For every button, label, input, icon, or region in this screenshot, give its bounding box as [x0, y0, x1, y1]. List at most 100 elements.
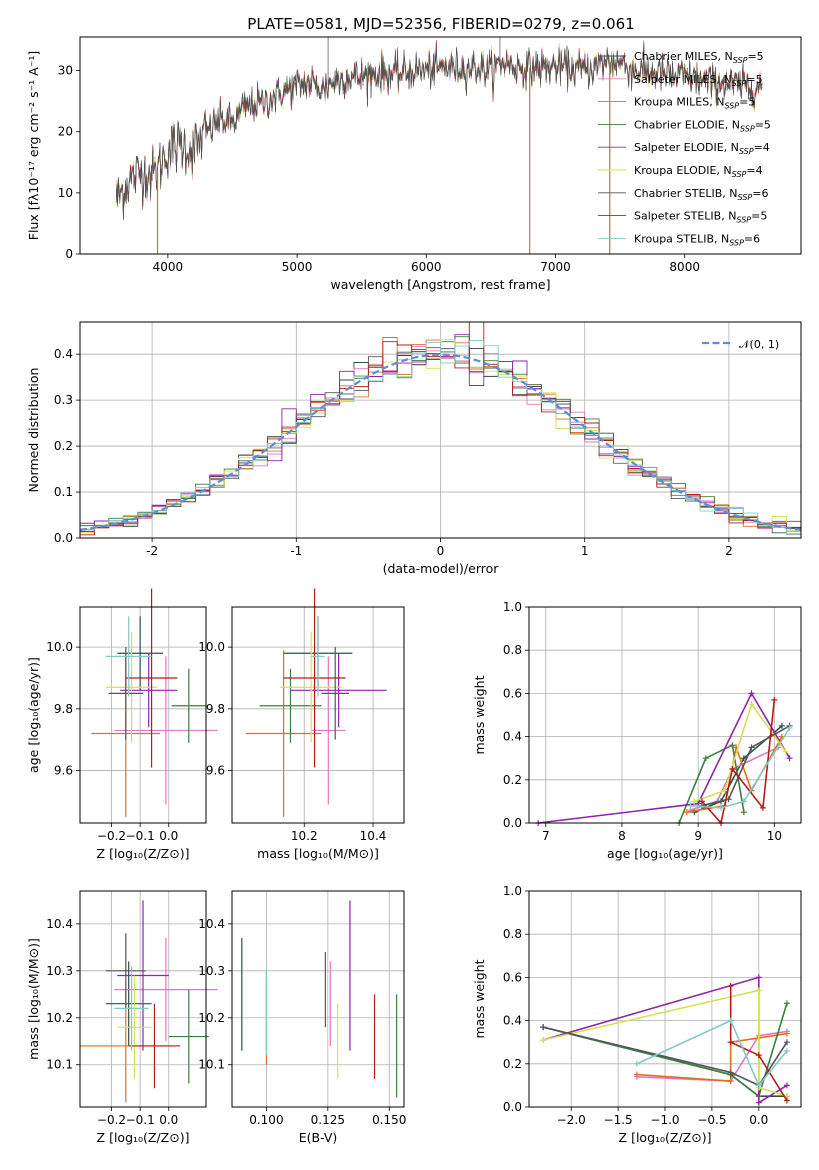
x-tick-label: -2: [146, 544, 158, 558]
weight-marker: [718, 804, 724, 811]
weight-marker: [540, 1024, 547, 1031]
weight-marker: [729, 742, 736, 749]
y-axis-label: mass weight: [472, 675, 487, 754]
weight-marker: [755, 987, 762, 994]
x-tick-label: 0.0: [159, 1113, 178, 1127]
panel-residuals: -2 -1 0 1 2 0.0 0.1 0.2 0.3 0.4 (data-model)/error…: [26, 321, 802, 576]
x-tick-label: −0.5: [697, 1113, 726, 1127]
y-tick-label: 10.2: [46, 1011, 73, 1025]
histograms: [80, 322, 801, 536]
weight-marker: [702, 755, 709, 762]
data-point: [114, 656, 218, 805]
y-tick-label: 0.1: [54, 485, 73, 499]
data-point: [311, 656, 346, 805]
data-point: [280, 631, 343, 743]
y-tick-label: 0.2: [54, 439, 73, 453]
x-tick-label: −1.0: [650, 1113, 679, 1127]
weight-marker: [740, 798, 747, 805]
legend-label: Chabrier STELIB, NSSP=6: [634, 187, 768, 202]
y-tick-label: 0.2: [503, 773, 522, 787]
x-axis-label: Z [log₁₀(Z/Z⊙)]: [619, 1130, 712, 1145]
spectrum-line: [115, 44, 763, 221]
legend: Chabrier MILES, NSSP=5 Salpeter MILES, NS…: [598, 50, 771, 247]
y-tick-label: 10.0: [46, 640, 73, 654]
weight-series-line: [636, 1019, 788, 1087]
data-point: [125, 588, 178, 768]
x-axis-label: (data-model)/error: [383, 561, 500, 576]
x-tick-label: 6000: [411, 260, 442, 274]
x-tick-label: 0: [437, 544, 445, 558]
data-point: [168, 989, 209, 1084]
weight-marker: [755, 1082, 762, 1089]
y-tick-label: 9.6: [54, 764, 73, 778]
data-point: [117, 900, 169, 1051]
axes-frame: [231, 606, 405, 824]
x-tick-label: 8: [618, 829, 626, 843]
spectrum-lines: [115, 37, 763, 254]
panel-z-mass: −0.2 −0.1 0.0 10.1 10.2 10.3 10.4 Z [log₁₀(Z/Z⊙…: [26, 890, 218, 1145]
weight-series-line: [542, 989, 788, 1097]
x-tick-label: −2.0: [557, 1113, 586, 1127]
x-tick-label: 10.4: [360, 829, 387, 843]
weight-series-line: [690, 727, 791, 809]
x-tick-label: 0.0: [159, 829, 178, 843]
x-axis-label: Z [log₁₀(Z/Z⊙)]: [97, 1130, 190, 1145]
x-axis-label: age [log₁₀(age/yr)]: [607, 846, 723, 861]
weight-series-line: [542, 1003, 788, 1098]
data-point: [117, 616, 164, 691]
weight-marker: [540, 1037, 547, 1044]
y-tick-label: 10.4: [46, 917, 73, 931]
data-point: [290, 653, 387, 728]
data-point: [283, 588, 346, 768]
y-tick-label: 0.4: [54, 347, 73, 361]
weight-marker: [633, 1071, 640, 1078]
axes-frame: [528, 606, 802, 824]
x-tick-label: -1: [290, 544, 302, 558]
weight-marker: [786, 724, 793, 731]
panel-mass-age: 10.2 10.4 9.6 9.8 10.0 mass [log₁₀(M/M⊙)]: [198, 588, 405, 861]
weight-marker: [687, 802, 694, 809]
x-axis-label: mass [log₁₀(M/M⊙)]: [257, 846, 379, 861]
weight-series-line: [694, 725, 783, 813]
legend-label: Kroupa MILES, NSSP=5: [634, 96, 755, 111]
x-tick-label: 0.100: [249, 1113, 283, 1127]
data-point: [117, 975, 152, 1079]
y-tick-label: 1.0: [503, 600, 522, 614]
data-point: [105, 961, 152, 1046]
weight-marker: [721, 787, 728, 794]
weight-marker: [683, 809, 690, 816]
x-tick-label: 1: [581, 544, 589, 558]
legend-label: Kroupa STELIB, NSSP=6: [634, 232, 760, 247]
x-tick-label: 0.150: [372, 1113, 406, 1127]
x-tick-label: 0.125: [311, 1113, 345, 1127]
weight-marker: [783, 1047, 790, 1054]
y-tick-label: 0: [65, 247, 73, 261]
axes-frame: [79, 606, 207, 824]
y-tick-label: 10.1: [46, 1058, 73, 1072]
y-tick-label: 10.3: [198, 964, 225, 978]
panel-z-age: −0.2 −0.1 0.0 9.6 9.8 10.0 Z [log₁₀(Z/Z⊙)] age …: [26, 588, 218, 861]
legend-label: Salpeter ELODIE, NSSP=4: [634, 141, 770, 156]
weight-marker: [783, 1097, 790, 1104]
legend-label: 𝒩(0, 1): [739, 338, 779, 351]
histogram-series: [80, 340, 801, 536]
data-point: [105, 616, 152, 697]
panel-z-weight: −2.0 −1.5 −1.0 −0.5 0.0 0.0 0.2 0.4 0.6 0.8 1.0 Z […: [472, 884, 802, 1145]
y-tick-label: 10.3: [46, 964, 73, 978]
data-point: [105, 631, 158, 743]
data-point: [120, 653, 178, 728]
x-axis-label: Z [log₁₀(Z/Z⊙)]: [97, 846, 190, 861]
axes-frame: [231, 890, 405, 1108]
x-axis-label: wavelength [Angstrom, rest frame]: [330, 277, 550, 292]
y-axis-label: Normed distribution: [26, 368, 41, 493]
weight-marker: [783, 1082, 790, 1089]
y-tick-label: 9.6: [206, 764, 225, 778]
weight-series-line: [636, 1030, 788, 1082]
y-tick-label: 10.4: [198, 917, 225, 931]
axes-frame: [528, 890, 802, 1108]
data-point: [128, 1003, 181, 1089]
x-tick-label: 4000: [153, 260, 184, 274]
weight-marker: [786, 755, 793, 762]
legend-label: Salpeter MILES, NSSP=5: [634, 73, 763, 88]
